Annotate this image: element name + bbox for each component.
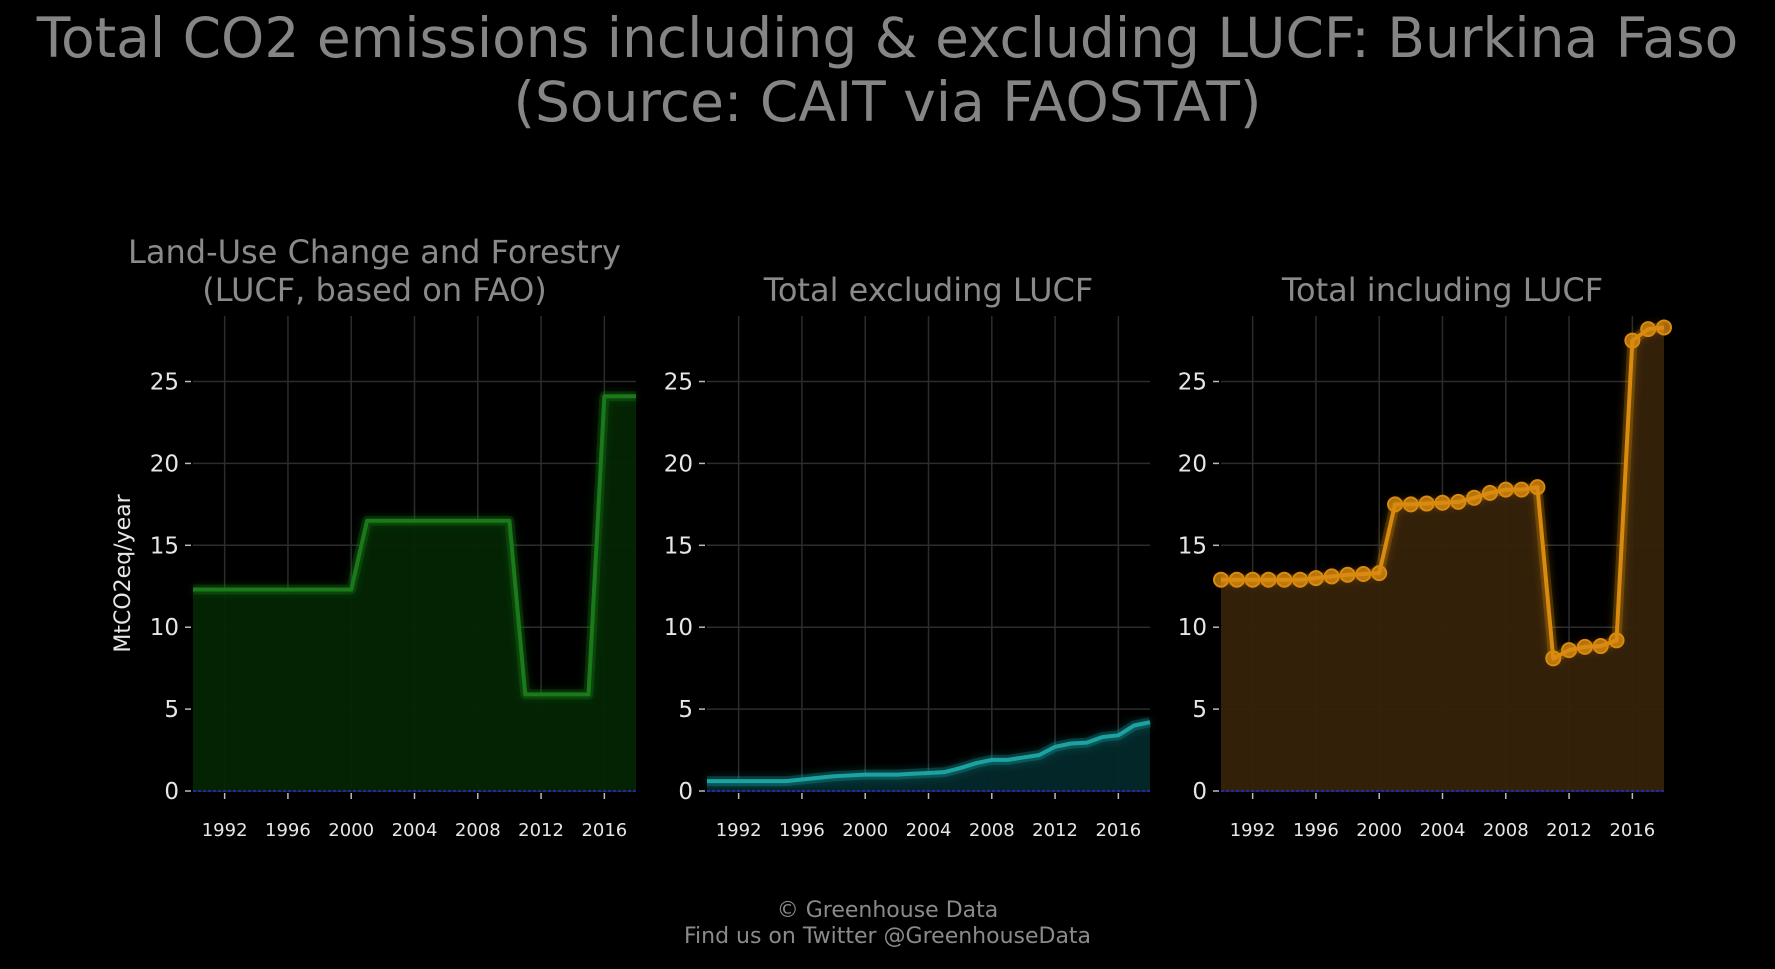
data-point xyxy=(1418,495,1435,512)
x-tick-label: 2016 xyxy=(1095,820,1141,841)
data-point xyxy=(1481,484,1498,501)
data-point xyxy=(1529,479,1546,496)
data-point xyxy=(1592,638,1609,655)
y-tick-label: 0 xyxy=(678,779,693,805)
y-tick-label: 20 xyxy=(150,451,179,477)
y-tick-label: 0 xyxy=(164,779,179,805)
subplot-title-line1: Land-Use Change and Forestry xyxy=(128,233,621,271)
x-tick-label: 2012 xyxy=(518,820,564,841)
subplot-title-line2: Total including LUCF xyxy=(1281,271,1603,309)
chart-panel-3: 0 5 10 15 20 25 1992 1996 2000 2004 2008 2012 2016 To… xyxy=(1178,271,1672,841)
data-point xyxy=(1292,571,1309,588)
x-tick-label: 2004 xyxy=(392,820,438,841)
y-tick-label: 15 xyxy=(1178,533,1207,559)
series-line xyxy=(193,394,636,697)
series-line xyxy=(707,720,1151,784)
y-tick-label: 20 xyxy=(664,451,693,477)
data-point xyxy=(1228,571,1245,588)
y-tick-label: 5 xyxy=(164,697,179,723)
x-tick-label: 2016 xyxy=(581,820,627,841)
data-point xyxy=(1371,565,1388,582)
data-point xyxy=(1561,642,1578,659)
data-point xyxy=(1624,332,1641,349)
data-point xyxy=(1260,571,1277,588)
series-area xyxy=(1221,327,1664,791)
y-tick-label: 5 xyxy=(678,697,693,723)
x-tick-label: 2000 xyxy=(1356,820,1402,841)
data-point xyxy=(1576,638,1593,655)
data-point xyxy=(1244,571,1261,588)
series-area xyxy=(707,722,1150,791)
y-tick-label: 0 xyxy=(1192,779,1207,805)
x-tick-label: 2012 xyxy=(1546,820,1592,841)
data-point xyxy=(1640,321,1657,338)
data-point xyxy=(1608,632,1625,649)
data-point xyxy=(1323,568,1340,585)
x-tick-label: 2008 xyxy=(1483,820,1529,841)
y-tick-label: 20 xyxy=(1178,451,1207,477)
y-tick-label: 10 xyxy=(664,615,693,641)
x-tick-label: 1996 xyxy=(779,820,825,841)
data-point xyxy=(1450,493,1467,510)
x-tick-label: 2004 xyxy=(906,820,952,841)
data-point xyxy=(1355,565,1372,582)
x-tick-label: 2016 xyxy=(1609,820,1655,841)
y-tick-label: 15 xyxy=(664,533,693,559)
data-point xyxy=(1276,571,1293,588)
x-tick-label: 1992 xyxy=(202,820,248,841)
y-tick-label: 25 xyxy=(664,370,693,396)
y-axis-label: MtCO2eq/year xyxy=(111,493,136,652)
x-tick-label: 1992 xyxy=(716,820,762,841)
x-tick-label: 2012 xyxy=(1032,820,1078,841)
x-tick-label: 1992 xyxy=(1230,820,1276,841)
x-tick-label: 2000 xyxy=(328,820,374,841)
twitter-text: Find us on Twitter @GreenhouseData xyxy=(683,924,1092,949)
data-point xyxy=(1656,319,1672,336)
data-point xyxy=(1434,494,1451,511)
data-point xyxy=(1339,566,1356,583)
data-point xyxy=(1213,571,1229,588)
data-point xyxy=(1402,496,1419,513)
x-tick-label: 1996 xyxy=(1293,820,1339,841)
subplot-title-line2: (LUCF, based on FAO) xyxy=(202,271,547,309)
data-point xyxy=(1466,489,1483,506)
data-point xyxy=(1387,496,1404,513)
copyright-text: © Greenhouse Data xyxy=(776,898,999,923)
main-title-line1: Total CO2 emissions including & excludin… xyxy=(36,6,1739,70)
subplot-title-line2: Total excluding LUCF xyxy=(763,271,1094,309)
main-title-line2: (Source: CAIT via FAOSTAT) xyxy=(513,70,1262,134)
series-area xyxy=(193,396,636,791)
data-point xyxy=(1497,481,1514,498)
chart-panel-2: 0 5 10 15 20 25 1992 1996 2000 2004 2008 2012 2016 To… xyxy=(664,271,1152,841)
data-point xyxy=(1513,481,1530,498)
x-tick-label: 2008 xyxy=(455,820,501,841)
x-tick-label: 2004 xyxy=(1420,820,1466,841)
y-tick-label: 25 xyxy=(150,370,179,396)
data-point xyxy=(1545,650,1562,667)
y-tick-label: 25 xyxy=(1178,370,1207,396)
main-title: Total CO2 emissions including & excludin… xyxy=(0,6,1775,134)
x-tick-label: 2008 xyxy=(969,820,1015,841)
x-tick-label: 2000 xyxy=(842,820,888,841)
y-tick-label: 10 xyxy=(150,615,179,641)
y-tick-label: 5 xyxy=(1192,697,1207,723)
x-tick-label: 1996 xyxy=(265,820,311,841)
data-point xyxy=(1307,570,1324,587)
y-tick-label: 15 xyxy=(150,533,179,559)
y-tick-label: 10 xyxy=(1178,615,1207,641)
chart-panel-1: 0 5 10 15 20 25 1992 1996 2000 2004 2008 2012 2016 La… xyxy=(111,233,636,841)
footer: © Greenhouse Data Find us on Twitter @Gr… xyxy=(0,898,1775,950)
